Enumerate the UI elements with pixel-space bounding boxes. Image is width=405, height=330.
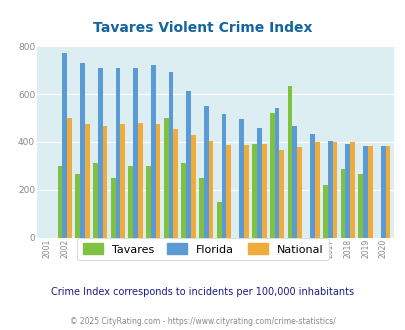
Bar	[80, 63, 85, 238]
Bar	[279, 149, 284, 238]
Bar	[62, 53, 67, 238]
Text: © 2025 CityRating.com - https://www.cityrating.com/crime-statistics/: © 2025 CityRating.com - https://www.city…	[70, 317, 335, 326]
Bar	[191, 135, 195, 238]
Bar	[292, 126, 296, 238]
Text: Tavares Violent Crime Index: Tavares Violent Crime Index	[93, 21, 312, 35]
Bar	[332, 142, 337, 238]
Bar	[151, 65, 155, 238]
Bar	[203, 107, 208, 238]
Bar	[67, 118, 72, 238]
Bar	[111, 178, 115, 238]
Bar	[208, 141, 213, 238]
Bar	[269, 113, 274, 238]
Bar	[163, 118, 168, 238]
Bar	[314, 142, 319, 238]
Bar	[327, 141, 332, 238]
Bar	[181, 163, 186, 238]
Bar	[199, 178, 203, 238]
Bar	[186, 91, 191, 238]
Bar	[173, 129, 178, 238]
Bar	[340, 169, 345, 238]
Bar	[226, 145, 230, 238]
Text: Crime Index corresponds to incidents per 100,000 inhabitants: Crime Index corresponds to incidents per…	[51, 287, 354, 297]
Bar	[367, 146, 372, 238]
Bar	[221, 114, 226, 238]
Bar	[252, 144, 256, 238]
Bar	[274, 108, 279, 238]
Bar	[102, 126, 107, 238]
Legend: Tavares, Florida, National: Tavares, Florida, National	[77, 238, 328, 260]
Bar	[216, 202, 221, 238]
Bar	[350, 142, 354, 238]
Bar	[85, 124, 90, 238]
Bar	[75, 174, 80, 238]
Bar	[309, 134, 314, 238]
Bar	[58, 166, 62, 238]
Bar	[358, 174, 362, 238]
Bar	[120, 124, 125, 238]
Bar	[138, 123, 143, 238]
Bar	[287, 86, 292, 238]
Bar	[362, 146, 367, 238]
Bar	[345, 144, 350, 238]
Bar	[133, 68, 138, 238]
Bar	[115, 68, 120, 238]
Bar	[296, 147, 301, 238]
Bar	[256, 127, 261, 238]
Bar	[243, 145, 248, 238]
Bar	[385, 146, 390, 238]
Bar	[168, 72, 173, 238]
Bar	[146, 166, 151, 238]
Bar	[322, 185, 327, 238]
Bar	[98, 68, 102, 238]
Bar	[261, 144, 266, 238]
Bar	[128, 166, 133, 238]
Bar	[380, 146, 385, 238]
Bar	[239, 119, 243, 238]
Bar	[155, 124, 160, 238]
Bar	[93, 163, 98, 238]
